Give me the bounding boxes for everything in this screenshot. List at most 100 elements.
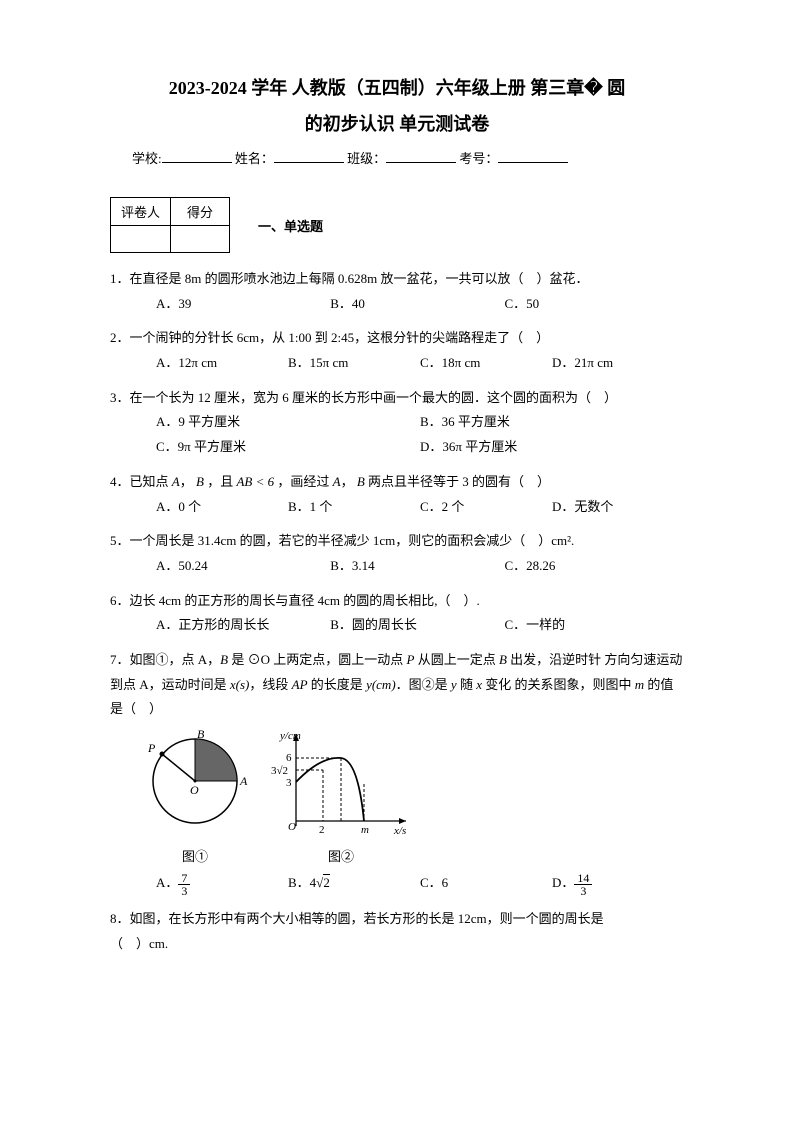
q4-stem: 4．已知点 A， B ，且 AB < 6 ，画经过 A， B 两点且半径等于 3… [110, 474, 550, 489]
q2-opt-a[interactable]: A．12π cm [156, 351, 288, 376]
q7-optB-pre: B．4 [288, 875, 316, 890]
q8-stem2: （ ）cm. [110, 936, 168, 951]
q2-opt-d[interactable]: D．21π cm [552, 351, 684, 376]
q5-opt-b[interactable]: B．3.14 [330, 554, 504, 579]
q7-optD-label: D． [552, 875, 574, 890]
q7-l2d: ．图②是 [396, 677, 448, 692]
q7-x: x [476, 677, 482, 692]
q7-xs: x(s) [230, 677, 250, 692]
score-col1: 评卷人 [111, 198, 171, 226]
q7-l2b: ，线段 [249, 677, 288, 692]
question-7: 7．如图①，点 A，B 是 ⊙O 上两定点，圆上一动点 P 从圆上一定点 B 出… [110, 648, 684, 897]
q7-m: m [635, 677, 644, 692]
question-6: 6．边长 4cm 的正方形的周长与直径 4cm 的圆的周长相比,（ ）. A．正… [110, 589, 684, 638]
svg-text:B: B [197, 727, 205, 741]
q1-opt-b[interactable]: B．40 [330, 292, 504, 317]
q7-optD-num: 14 [574, 872, 592, 885]
q7-AP: AP [292, 677, 308, 692]
score-col2: 得分 [171, 198, 230, 226]
label-school: 学校: [132, 151, 162, 166]
q7-opt-c[interactable]: C．6 [420, 871, 552, 897]
q7-optD-den: 3 [574, 885, 592, 897]
q4-opt-a[interactable]: A．0 个 [156, 495, 288, 520]
q5-opt-c[interactable]: C．28.26 [504, 554, 678, 579]
q4-A2: A [333, 474, 341, 489]
question-8: 8．如图，在长方形中有两个大小相等的圆，若长方形的长是 12cm，则一个圆的周长… [110, 907, 684, 956]
score-table: 评卷人 得分 [110, 197, 230, 253]
q4-A: A [172, 474, 180, 489]
question-4: 4．已知点 A， B ，且 AB < 6 ，画经过 A， B 两点且半径等于 3… [110, 470, 684, 519]
q4-ABlt: AB < 6 [236, 474, 274, 489]
q3-opt-a[interactable]: A．9 平方厘米 [156, 410, 420, 435]
q7-opt-b[interactable]: B．4√2 [288, 871, 420, 897]
q2-opt-b[interactable]: B．15π cm [288, 351, 420, 376]
q7-fig1-wrap: O A B P 图① [140, 726, 250, 869]
q7-l1d: 出发，沿逆时针 [510, 652, 601, 667]
blank-name[interactable] [274, 148, 344, 163]
q7-l1b: 是 ⊙O 上两定点，圆上一动点 [228, 652, 403, 667]
blank-class[interactable] [386, 148, 456, 163]
q7-B: B [220, 652, 228, 667]
q7-l1a: 7．如图①，点 A， [110, 652, 220, 667]
q7-l3: 的关系图象，则图中 [515, 677, 632, 692]
svg-text:2: 2 [319, 824, 325, 836]
q7-ycm: y(cm) [366, 677, 396, 692]
q7-l2f: 变化 [485, 677, 511, 692]
q4-opt-c[interactable]: C．2 个 [420, 495, 552, 520]
question-5: 5．一个周长是 31.4cm 的圆，若它的半径减少 1cm，则它的面积会减少（ … [110, 529, 684, 578]
q3-opt-d[interactable]: D．36π 平方厘米 [420, 435, 684, 460]
question-1: 1．在直径是 8m 的圆形喷水池边上每隔 0.628m 放一盆花，一共可以放（ … [110, 267, 684, 316]
q1-opt-a[interactable]: A．39 [156, 292, 330, 317]
label-name: 姓名： [235, 151, 274, 166]
q2-stem: 2．一个闹钟的分针长 6cm，从 1:00 到 2:45，这根分针的尖端路程走了… [110, 330, 549, 345]
q7-l2e: 随 [460, 677, 473, 692]
q3-stem: 3．在一个长为 12 厘米，宽为 6 厘米的长方形中画一个最大的圆．这个圆的面积… [110, 390, 617, 405]
q7-opt-a[interactable]: A．73 [156, 871, 288, 897]
section-1-heading: 一、单选题 [258, 216, 323, 235]
scorebox-section: 评卷人 得分 一、单选题 [110, 197, 684, 253]
q1-stem: 1．在直径是 8m 的圆形喷水池边上每隔 0.628m 放一盆花，一共可以放（ … [110, 271, 588, 286]
q7-figures: O A B P 图① y/cm x/s O 6 3√2 [110, 726, 684, 869]
svg-text:P: P [147, 741, 156, 755]
blank-school[interactable] [162, 148, 232, 163]
svg-text:x/s: x/s [393, 825, 406, 836]
question-3: 3．在一个长为 12 厘米，宽为 6 厘米的长方形中画一个最大的圆．这个圆的面积… [110, 386, 684, 460]
q7-optA-label: A． [156, 875, 178, 890]
svg-text:O: O [288, 821, 296, 833]
q4-B: B [196, 474, 204, 489]
q2-opt-c[interactable]: C．18π cm [420, 351, 552, 376]
q6-opt-a[interactable]: A．正方形的周长长 [156, 613, 330, 638]
label-class: 班级： [347, 151, 386, 166]
q5-opt-a[interactable]: A．50.24 [156, 554, 330, 579]
q4-mid: ，且 [207, 474, 233, 489]
q4-opt-b[interactable]: B．1 个 [288, 495, 420, 520]
q7-stem: 7．如图①，点 A，B 是 ⊙O 上两定点，圆上一动点 P 从圆上一定点 B 出… [110, 652, 682, 716]
q4-B2: B [357, 474, 365, 489]
q7-l2c: 的长度是 [308, 677, 363, 692]
q1-opt-c[interactable]: C．50 [504, 292, 678, 317]
q3-opt-b[interactable]: B．36 平方厘米 [420, 410, 684, 435]
svg-text:y/cm: y/cm [279, 730, 301, 742]
q4-opt-d[interactable]: D．无数个 [552, 495, 684, 520]
q7-fig2-label: 图② [266, 845, 416, 870]
title-line-1: 2023-2024 学年 人教版（五四制）六年级上册 第三章� 圆 [110, 70, 684, 106]
q4-post: ，画经过 [277, 474, 329, 489]
score-cell2[interactable] [171, 226, 230, 253]
info-line: 学校: 姓名： 班级： 考号： [110, 148, 684, 167]
q7-optA-den: 3 [178, 885, 190, 897]
score-cell1[interactable] [111, 226, 171, 253]
q7-y: y [451, 677, 457, 692]
q4-end: 两点且半径等于 3 的圆有（ ） [368, 474, 550, 489]
q7-l1c: 从圆上一定点 [414, 652, 495, 667]
q6-opt-b[interactable]: B．圆的周长长 [330, 613, 504, 638]
blank-examno[interactable] [498, 148, 568, 163]
svg-text:3: 3 [286, 777, 292, 789]
q6-stem: 6．边长 4cm 的正方形的周长与直径 4cm 的圆的周长相比,（ ）. [110, 593, 480, 608]
q3-opt-c[interactable]: C．9π 平方厘米 [156, 435, 420, 460]
q7-fig2-svg: y/cm x/s O 6 3√2 3 2 m [266, 726, 416, 836]
q5-stem: 5．一个周长是 31.4cm 的圆，若它的半径减少 1cm，则它的面积会减少（ … [110, 533, 574, 548]
q6-opt-c[interactable]: C．一样的 [504, 613, 678, 638]
q7-opt-d[interactable]: D．143 [552, 871, 684, 897]
label-examno: 考号： [459, 151, 498, 166]
svg-text:m: m [361, 824, 369, 836]
